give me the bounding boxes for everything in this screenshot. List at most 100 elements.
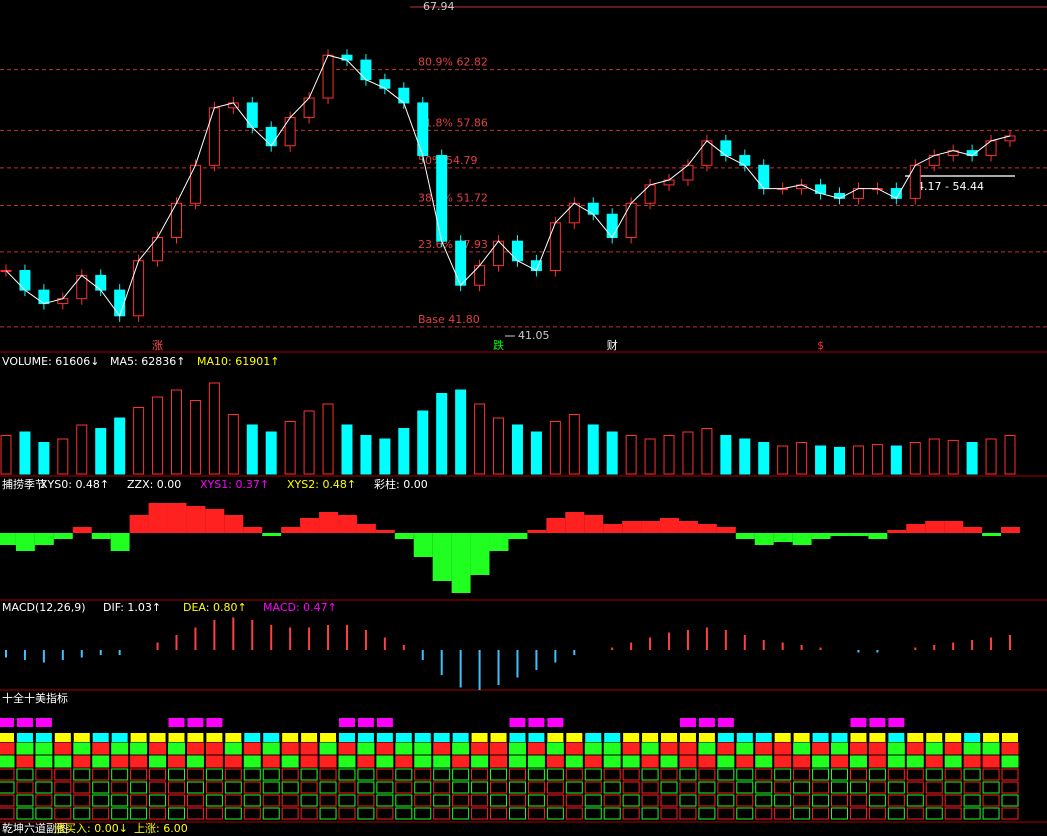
signal-cell <box>565 742 583 755</box>
signal-cell <box>262 807 280 820</box>
season-bar <box>375 530 395 533</box>
signal-cell <box>888 718 905 727</box>
marker: $ <box>817 339 824 352</box>
volume-bar <box>284 421 296 475</box>
signal-cell <box>452 768 470 781</box>
volume-bar <box>0 435 12 475</box>
signal-cell <box>906 781 924 794</box>
signal-cell <box>679 733 696 742</box>
season-bar <box>754 533 774 545</box>
signal-cell <box>679 742 697 755</box>
signal-cell <box>73 794 91 807</box>
signal-cell <box>262 755 280 768</box>
candle <box>758 164 770 190</box>
volume-bar <box>436 393 448 475</box>
signal-cell <box>755 733 772 742</box>
signal-cell <box>622 781 640 794</box>
season-bar <box>148 503 168 533</box>
signal-cell <box>16 807 34 820</box>
signal-cell <box>376 733 393 742</box>
signal-cell <box>963 794 981 807</box>
signal-cell <box>301 733 318 742</box>
volume-bar <box>644 438 656 475</box>
signal-cell <box>736 742 754 755</box>
signal-cell <box>508 807 526 820</box>
volume-bar <box>474 403 486 475</box>
candle <box>114 289 126 317</box>
volume-bar <box>928 438 940 475</box>
indicator-label: XYS1: 0.37↑ <box>200 478 269 491</box>
signal-cell <box>320 733 337 742</box>
signal-cell <box>925 807 943 820</box>
marker: 财 <box>607 338 618 352</box>
volume-bar <box>379 438 391 475</box>
signal-cell <box>357 742 375 755</box>
signal-cell <box>528 718 545 727</box>
signal-cell <box>755 768 773 781</box>
signal-cell <box>395 768 413 781</box>
signal-cell <box>16 768 34 781</box>
volume-bar <box>398 428 410 475</box>
volume-bar <box>511 424 523 475</box>
season-bar <box>527 530 547 533</box>
signal-cell <box>793 742 811 755</box>
signal-cell <box>414 794 432 807</box>
candle <box>189 164 201 204</box>
signal-cell <box>527 781 545 794</box>
volume-bar <box>114 417 126 475</box>
signal-cell <box>547 733 564 742</box>
signal-cell <box>0 718 14 727</box>
signal-cell <box>471 807 489 820</box>
indicator-label: XYS0: 0.48↑ <box>40 478 109 491</box>
signal-cell <box>698 781 716 794</box>
signal-cell <box>319 794 337 807</box>
candle <box>455 240 467 286</box>
signal-cell <box>944 768 962 781</box>
volume-bar <box>38 442 50 475</box>
signal-cell <box>906 794 924 807</box>
signal-cell <box>508 781 526 794</box>
signal-cell <box>452 733 469 742</box>
signal-cell <box>452 742 470 755</box>
candle <box>133 260 145 317</box>
candle <box>152 237 164 262</box>
signal-cell <box>1001 768 1019 781</box>
signal-cell <box>755 781 773 794</box>
volume-bar <box>777 445 789 475</box>
season-bar <box>129 515 149 533</box>
signal-cell <box>906 742 924 755</box>
volume-bar <box>701 428 713 475</box>
signal-cell <box>376 807 394 820</box>
signal-cell <box>452 794 470 807</box>
signal-cell <box>812 742 830 755</box>
signal-cell <box>319 768 337 781</box>
season-bar <box>678 521 698 533</box>
season-bar <box>603 524 623 533</box>
indicator-label: 彩柱: 0.00 <box>374 477 428 491</box>
candle <box>436 155 448 242</box>
signal-cell <box>0 807 15 820</box>
signal-cell <box>831 742 849 755</box>
signal-cell <box>376 794 394 807</box>
indicator-label: MACD(12,26,9) <box>2 601 86 614</box>
signal-cell <box>982 807 1000 820</box>
signal-cell <box>281 755 299 768</box>
season-bar <box>319 512 338 533</box>
signal-cell <box>338 733 355 742</box>
signal-cell <box>603 807 621 820</box>
signal-cell <box>812 794 830 807</box>
signal-cell <box>490 807 508 820</box>
signal-cell <box>641 781 659 794</box>
signal-cell <box>92 733 109 742</box>
season-bar <box>565 512 585 533</box>
signal-cell <box>73 807 91 820</box>
volume-bar <box>1004 435 1016 475</box>
signal-cell <box>527 742 545 755</box>
signal-cell <box>205 768 223 781</box>
volume-bar <box>985 438 997 475</box>
signal-cell <box>92 807 110 820</box>
signal-cell <box>660 794 678 807</box>
signal-cell <box>849 768 867 781</box>
season-bar <box>15 533 35 551</box>
signal-cell <box>73 755 91 768</box>
